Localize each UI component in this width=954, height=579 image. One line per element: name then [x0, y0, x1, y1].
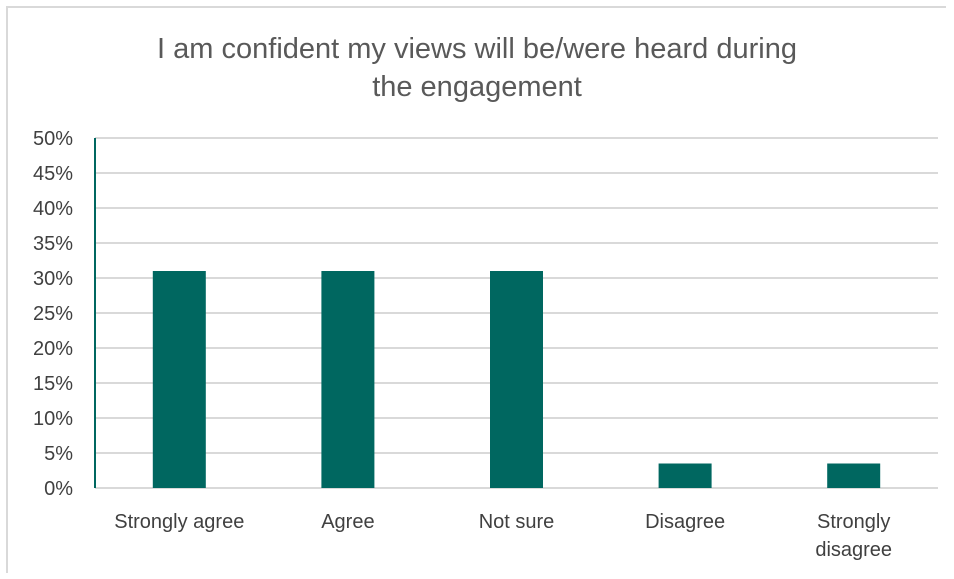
bar: [152, 271, 206, 488]
y-tick-label: 30%: [33, 268, 73, 290]
y-tick-label: 10%: [33, 408, 73, 430]
x-category-label: Not sure: [479, 511, 555, 533]
y-tick-label: 15%: [33, 373, 73, 395]
y-tick-label: 50%: [33, 128, 73, 150]
y-tick-label: 25%: [33, 303, 73, 325]
x-category-label-line: Strongly: [817, 511, 890, 533]
y-tick-label: 40%: [33, 198, 73, 220]
y-tick-label: 0%: [44, 478, 73, 500]
x-category-label: Strongly agree: [114, 511, 244, 533]
x-category-label-line: Agree: [321, 511, 374, 533]
y-tick-label: 20%: [33, 338, 73, 360]
bar: [321, 271, 375, 488]
chart-title-line-2: the engagement: [372, 71, 582, 103]
chart-title: I am confident my views will be/were hea…: [0, 30, 954, 106]
x-category-label-line: Not sure: [479, 511, 555, 533]
x-category-label-line: Disagree: [645, 511, 725, 533]
bar: [490, 271, 543, 488]
y-tick-label: 5%: [44, 443, 73, 465]
y-tick-label: 35%: [33, 233, 73, 255]
x-category-label: Disagree: [645, 511, 725, 533]
x-category-label-line: Strongly agree: [114, 511, 244, 533]
bar: [658, 463, 712, 488]
x-category-label: Strongly disagree: [815, 511, 892, 561]
bar: [827, 463, 881, 488]
y-tick-label: 45%: [33, 163, 73, 185]
chart-title-line-1: I am confident my views will be/were hea…: [157, 33, 797, 65]
x-category-label: Agree: [321, 511, 374, 533]
x-category-label-line: disagree: [815, 539, 892, 561]
